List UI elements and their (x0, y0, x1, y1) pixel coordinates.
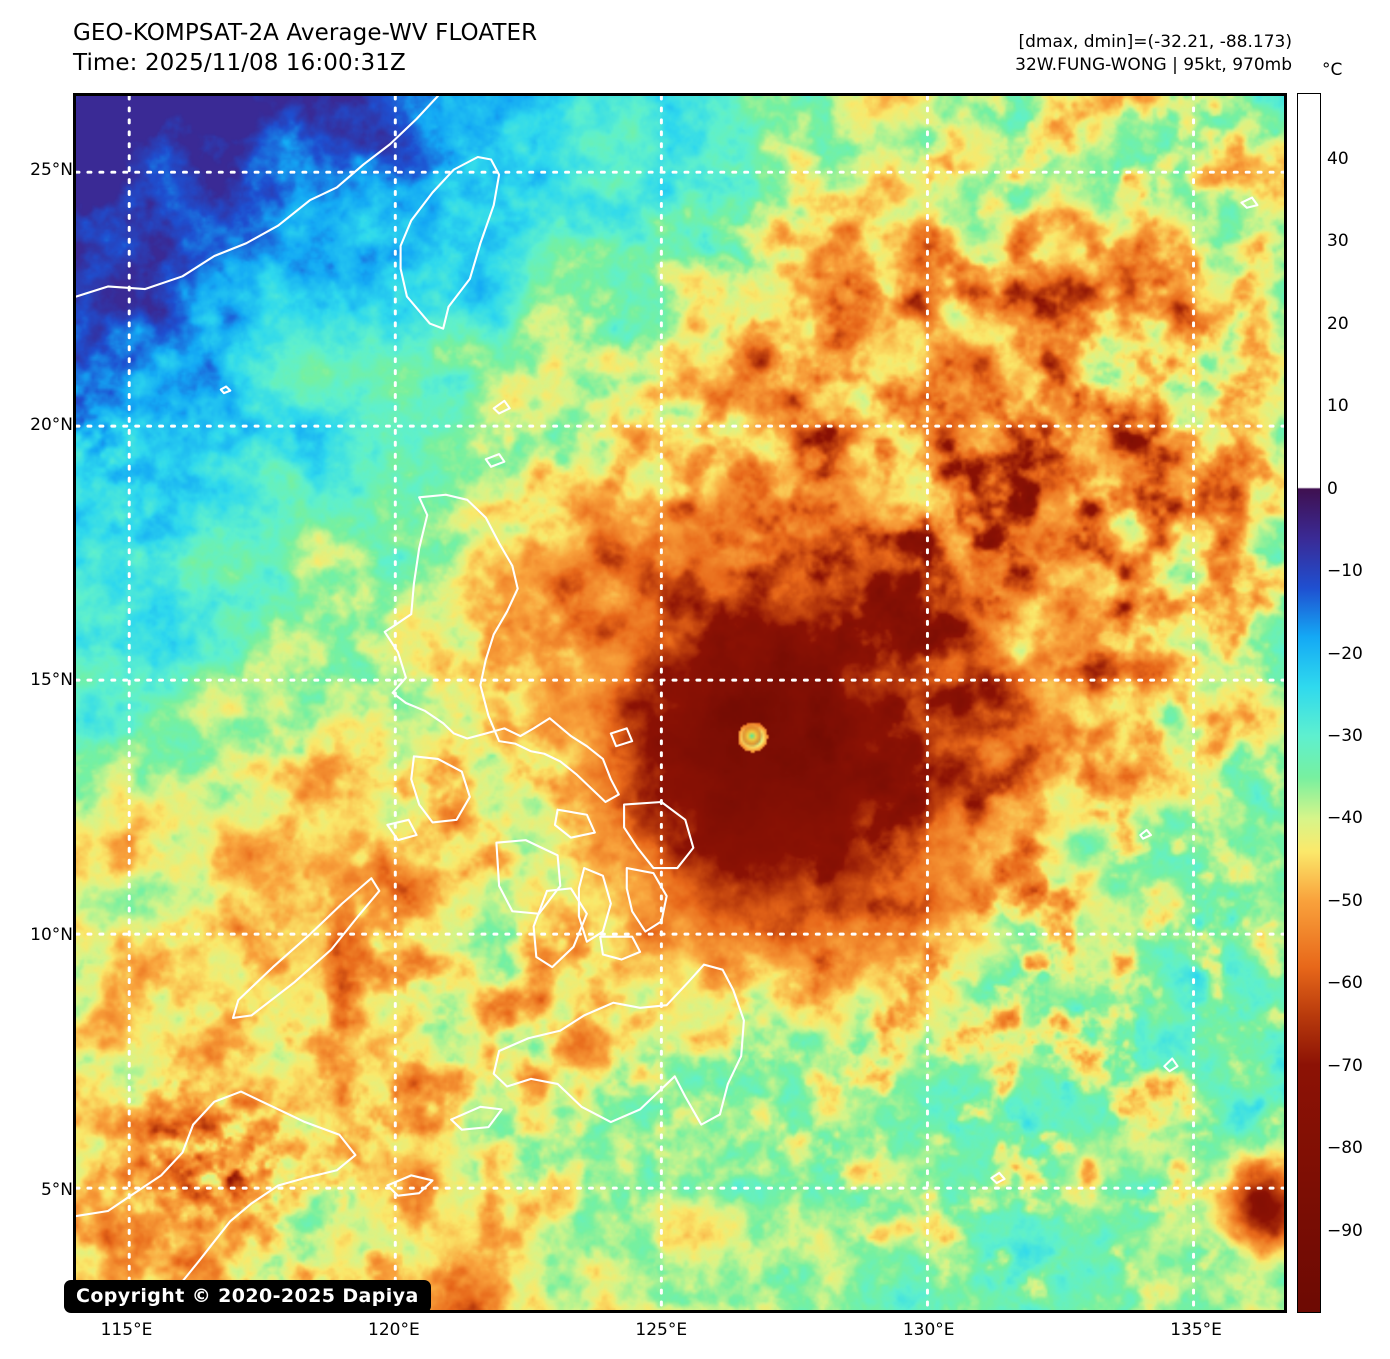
coastline-path-8 (623, 800, 695, 870)
dmax-dmin-label: [dmax, dmin]=(-32.21, -88.173) (1018, 32, 1293, 52)
colorbar-unit-label: °C (1322, 60, 1343, 80)
colorbar-tick-0: 40 (1327, 148, 1349, 169)
colorbar-tick-11: −70 (1327, 1055, 1363, 1076)
storm-info-label: 32W.FUNG-WONG | 95kt, 970mb (1015, 54, 1292, 75)
lon-tick-2: 125°E (635, 1320, 688, 1340)
coastline-overlay (76, 96, 1259, 1310)
coastline-path-17 (386, 818, 418, 842)
timestamp-label: Time: 2025/11/08 16:00:31Z (73, 50, 406, 77)
copyright-banner: Copyright © 2020-2025 Dapiya (64, 1280, 431, 1313)
coastline-path-21 (1240, 196, 1259, 209)
colorbar-tick-1: 30 (1327, 231, 1349, 252)
colorbar-gradient (1298, 94, 1320, 1312)
coastline-path-5 (495, 839, 562, 915)
colorbar-tick-13: −90 (1327, 1220, 1363, 1241)
coastline-path-6 (532, 887, 588, 969)
coastline-path-19 (553, 808, 596, 839)
lon-tick-4: 135°E (1170, 1320, 1222, 1340)
colorbar-tick-9: −50 (1327, 890, 1363, 911)
coastline-path-24 (990, 1171, 1006, 1185)
coastline-path-10 (599, 935, 642, 961)
coastline-path-18 (609, 727, 634, 748)
coastline-path-4 (231, 877, 381, 1019)
lon-tick-3: 130°E (902, 1320, 955, 1340)
colorbar-tick-10: −60 (1327, 973, 1363, 994)
coastline-path-14 (450, 1105, 503, 1131)
coastline-path-9 (625, 867, 668, 933)
metadata-block: [dmax, dmin]=(-32.21, -88.173) 32W.FUNG-… (1015, 31, 1292, 77)
coastline-path-3 (410, 755, 471, 824)
coastline-path-0 (76, 96, 439, 298)
lon-tick-0: 115°E (100, 1320, 153, 1340)
lat-tick-2: 15°N (30, 670, 73, 691)
coastline-path-1 (399, 155, 501, 330)
lat-tick-3: 10°N (30, 925, 73, 946)
colorbar[interactable] (1297, 93, 1321, 1313)
colorbar-tick-7: −30 (1327, 725, 1363, 746)
coastline-path-16 (492, 399, 511, 415)
page-title: GEO-KOMPSAT-2A Average-WV FLOATER (73, 20, 538, 46)
colorbar-tick-12: −80 (1327, 1138, 1363, 1159)
colorbar-tick-6: −20 (1327, 643, 1363, 664)
colorbar-tick-4: 0 (1327, 478, 1338, 499)
colorbar-tick-2: 20 (1327, 313, 1349, 334)
colorbar-tick-3: 10 (1327, 396, 1349, 417)
colorbar-tick-8: −40 (1327, 808, 1363, 829)
coastline-path-12 (76, 1090, 357, 1310)
coastline-path-20 (219, 385, 232, 395)
colorbar-tick-5: −10 (1327, 561, 1363, 582)
lat-tick-4: 5°N (40, 1180, 73, 1201)
satellite-map-plot[interactable] (73, 93, 1287, 1313)
coastline-path-15 (484, 453, 506, 468)
lat-tick-0: 25°N (30, 159, 73, 180)
lat-tick-1: 20°N (30, 414, 73, 435)
coastline-path-11 (492, 963, 745, 1126)
coastline-path-7 (577, 867, 612, 943)
coastline-path-23 (1163, 1057, 1179, 1073)
lon-tick-1: 120°E (368, 1320, 420, 1340)
graticule-gridlines (76, 96, 1284, 1310)
satellite-imagery-canvas (76, 96, 1284, 1310)
title-block: GEO-KOMPSAT-2A Average-WV FLOATER Time: … (73, 18, 537, 79)
coastline-path-2 (383, 493, 620, 804)
coastline-path-22 (1139, 828, 1153, 840)
